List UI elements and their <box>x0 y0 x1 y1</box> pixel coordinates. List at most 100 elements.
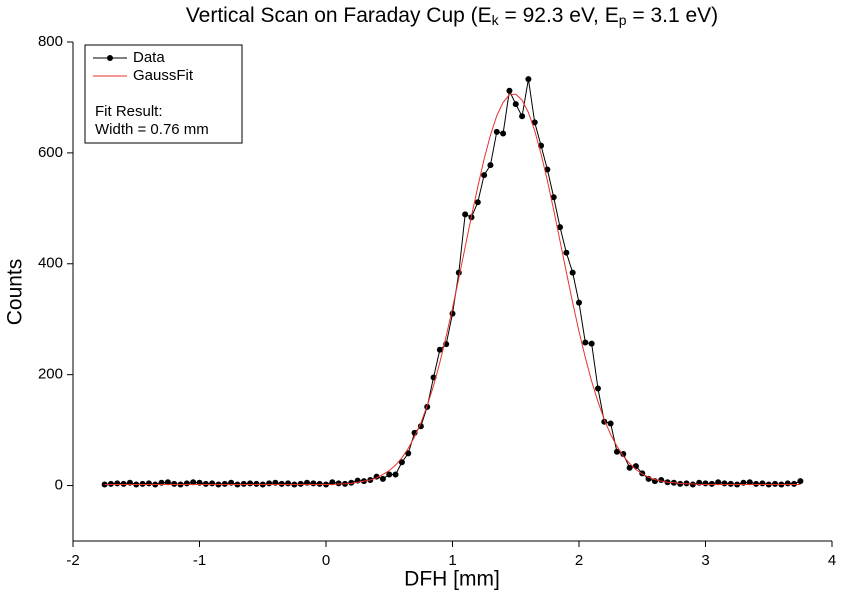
data-point <box>721 480 728 487</box>
data-point <box>114 480 121 487</box>
data-point <box>613 448 620 455</box>
data-point <box>658 477 665 484</box>
data-point <box>557 224 564 231</box>
data-point <box>474 199 481 206</box>
x-axis-label: DFH [mm] <box>404 568 500 591</box>
title-subscript: k <box>492 12 500 28</box>
data-point <box>183 480 190 487</box>
y-tick-label: 0 <box>55 477 63 494</box>
data-point <box>405 450 412 457</box>
data-point <box>746 479 753 486</box>
data-point <box>462 211 469 218</box>
x-tick-label: -2 <box>66 552 79 569</box>
data-point <box>240 480 247 487</box>
data-point <box>455 269 462 276</box>
annotation: Width = 0.76 mm <box>95 121 209 138</box>
data-point <box>171 480 178 487</box>
title-subscript: p <box>619 12 627 28</box>
data-point <box>512 101 519 108</box>
data-point <box>335 480 342 487</box>
data-point <box>493 128 500 135</box>
data-point <box>348 479 355 486</box>
title-part: = 92.3 eV, E <box>499 4 619 27</box>
data-point <box>677 480 684 487</box>
data-point <box>202 480 209 487</box>
data-point <box>101 481 108 488</box>
data-point <box>544 166 551 173</box>
y-tick-label: 800 <box>38 33 63 50</box>
data-point <box>253 480 260 487</box>
series-line <box>104 93 801 485</box>
data-point <box>297 480 304 487</box>
data-point <box>620 450 627 457</box>
data-point <box>576 299 582 306</box>
data-point <box>145 480 152 487</box>
data-point <box>632 463 639 470</box>
data-point <box>702 480 709 487</box>
data-point <box>221 480 228 487</box>
data-point <box>316 480 323 487</box>
y-tick-label: 400 <box>38 255 63 272</box>
data-point <box>753 480 760 487</box>
data-point <box>379 475 386 482</box>
title-part: Vertical Scan on Faraday Cup (E <box>186 4 492 27</box>
data-point <box>417 423 424 430</box>
data-point <box>285 480 292 487</box>
data-point <box>797 478 804 485</box>
data-point <box>772 480 779 487</box>
x-tick-label: 1 <box>448 552 456 569</box>
legend-box <box>84 44 243 144</box>
data-point <box>190 479 197 486</box>
x-tick-label: 0 <box>322 552 330 569</box>
data-point <box>519 113 526 120</box>
annotation: Fit Result: <box>95 103 163 120</box>
data-point <box>588 340 595 347</box>
data-point <box>329 479 336 486</box>
data-point <box>266 480 273 487</box>
data-point <box>386 471 393 478</box>
data-point <box>759 480 766 487</box>
data-point <box>107 480 114 487</box>
data-point <box>164 479 171 486</box>
data-point <box>689 481 696 488</box>
legend-marker <box>107 55 113 61</box>
data-point <box>569 269 576 276</box>
title-part: = 3.1 eV) <box>627 4 719 27</box>
data-point <box>550 194 557 201</box>
x-tick-label: 3 <box>701 552 709 569</box>
data-point <box>525 76 532 83</box>
data-point <box>607 420 614 427</box>
x-tick-label: 2 <box>575 552 583 569</box>
data-point <box>398 459 405 466</box>
data-point <box>727 480 734 487</box>
data-point <box>278 480 285 487</box>
data-point <box>139 480 146 487</box>
data-point <box>626 464 633 471</box>
x-tick-label: 4 <box>828 552 836 569</box>
y-axis-label: Counts <box>4 259 27 326</box>
data-point <box>715 479 722 486</box>
data-point <box>582 339 589 346</box>
data-point <box>481 172 488 179</box>
data-point <box>310 480 317 487</box>
plot-area <box>101 76 804 488</box>
data-point <box>247 480 254 487</box>
data-point <box>683 480 690 487</box>
data-point <box>506 87 513 94</box>
data-point <box>392 471 399 478</box>
data-point <box>594 385 601 392</box>
y-tick-label: 600 <box>38 144 63 161</box>
data-point <box>120 480 127 487</box>
y-tick-label: 200 <box>38 366 63 383</box>
data-point <box>784 480 791 487</box>
chart-title: Vertical Scan on Faraday Cup (Ek = 92.3 … <box>186 4 718 28</box>
legend-label: Data <box>133 49 165 66</box>
data-point <box>563 249 570 256</box>
data-point <box>436 346 443 353</box>
legend-label: GaussFit <box>133 67 194 84</box>
x-tick-label: -1 <box>193 552 206 569</box>
data-point <box>791 480 798 487</box>
data-point <box>209 480 216 487</box>
